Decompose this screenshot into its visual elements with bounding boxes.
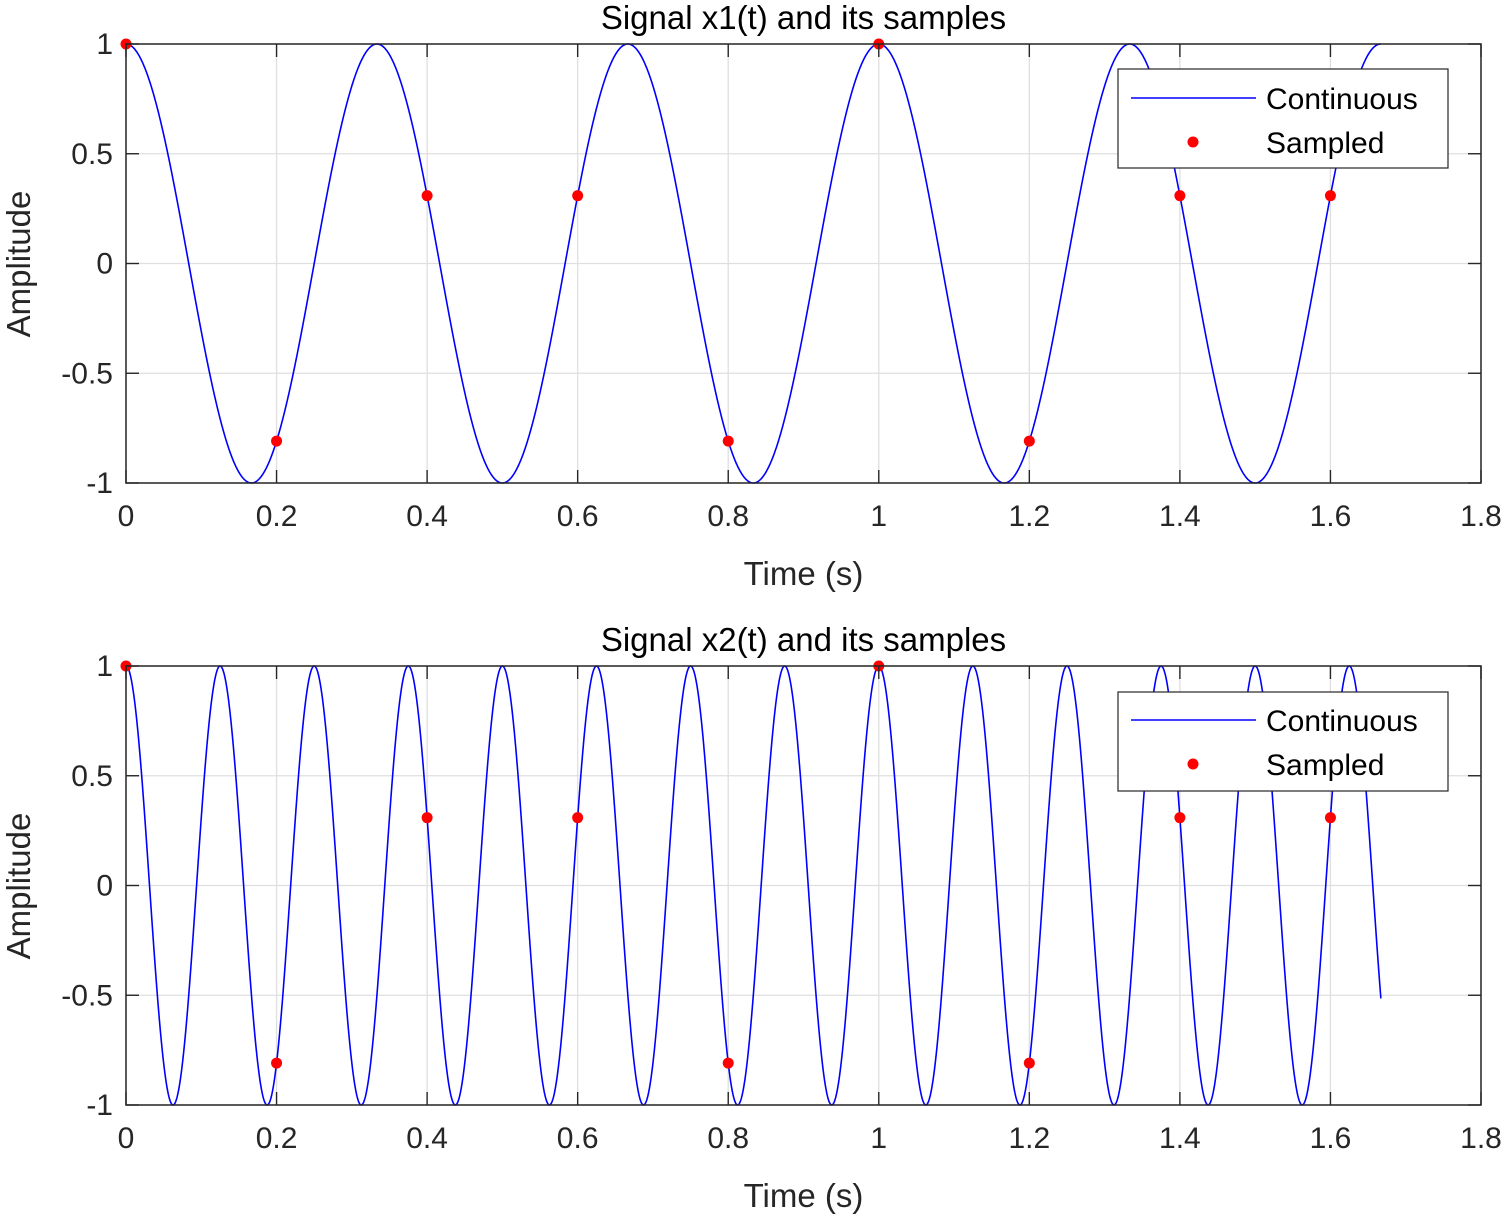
x-tick-label: 1.2	[1008, 500, 1050, 533]
legend-entry-continuous: Continuous	[1266, 83, 1418, 116]
x-axis-label: Time (s)	[744, 1177, 864, 1214]
x-tick-label: 1.6	[1310, 1122, 1352, 1155]
y-tick-label: 1	[96, 650, 113, 683]
legend: Continuous Sampled	[1117, 68, 1449, 169]
y-axis-label: Amplitude	[0, 191, 37, 338]
x-tick-label: 0.6	[557, 500, 599, 533]
x-tick-label: 0.2	[256, 500, 298, 533]
y-tick-labels: -1 -0.5 0 0.5 1	[61, 28, 113, 500]
x-tick-label: 1.4	[1159, 500, 1201, 533]
sample-point	[1174, 812, 1186, 824]
x-tick-label: 0.8	[707, 1122, 749, 1155]
y-tick-label: 0	[96, 870, 113, 903]
legend-entry-sampled: Sampled	[1266, 127, 1384, 160]
x-axis-label: Time (s)	[744, 555, 864, 592]
y-tick-label: 1	[96, 28, 113, 61]
subplot-1: 0 0.2 0.4 0.6 0.8 1 1.2 1.4 1.6 1.8 -1 -0.5 0 0.5 1 S…	[0, 0, 1502, 592]
legend-box	[1117, 691, 1449, 792]
y-tick-label: 0.5	[71, 138, 113, 171]
sample-point	[421, 190, 433, 202]
y-tick-label: -1	[86, 1089, 113, 1122]
sample-point	[1023, 435, 1035, 447]
sample-point	[572, 812, 584, 824]
sample-point	[722, 1057, 734, 1069]
x-tick-label: 0	[118, 1122, 135, 1155]
legend-box	[1117, 68, 1449, 169]
legend: Continuous Sampled	[1117, 691, 1449, 792]
chart-title: Signal x1(t) and its samples	[601, 0, 1006, 36]
x-tick-label: 1	[870, 1122, 887, 1155]
sample-point	[1324, 190, 1336, 202]
x-tick-label: 1.8	[1460, 1122, 1502, 1155]
y-tick-label: -0.5	[61, 357, 113, 390]
x-tick-label: 0.4	[406, 500, 448, 533]
x-tick-label: 1	[870, 500, 887, 533]
y-tick-label: -1	[86, 467, 113, 500]
sample-point	[722, 435, 734, 447]
legend-marker-swatch	[1187, 136, 1199, 148]
sample-point	[1174, 190, 1186, 202]
sample-point	[572, 190, 584, 202]
x-tick-label: 1.8	[1460, 500, 1502, 533]
x-tick-labels: 0 0.2 0.4 0.6 0.8 1 1.2 1.4 1.6 1.8	[118, 500, 1502, 533]
x-tick-label: 0	[118, 500, 135, 533]
y-tick-label: 0.5	[71, 760, 113, 793]
sample-point	[1324, 812, 1336, 824]
legend-marker-swatch	[1187, 758, 1199, 770]
sample-point	[271, 1057, 283, 1069]
x-tick-label: 1.6	[1310, 500, 1352, 533]
y-axis-label: Amplitude	[0, 813, 37, 960]
y-tick-label: 0	[96, 248, 113, 281]
tick-marks	[125, 665, 1482, 1106]
chart-title: Signal x2(t) and its samples	[601, 621, 1006, 658]
subplot-2: 0 0.2 0.4 0.6 0.8 1 1.2 1.4 1.6 1.8 -1 -0.5 0 0.5 1 S…	[0, 621, 1502, 1214]
y-tick-label: -0.5	[61, 979, 113, 1012]
x-tick-label: 1.4	[1159, 1122, 1201, 1155]
legend-entry-sampled: Sampled	[1266, 749, 1384, 782]
x-tick-labels: 0 0.2 0.4 0.6 0.8 1 1.2 1.4 1.6 1.8	[118, 1122, 1502, 1155]
sample-point	[271, 435, 283, 447]
y-tick-labels: -1 -0.5 0 0.5 1	[61, 650, 113, 1122]
sample-point	[421, 812, 433, 824]
x-tick-label: 0.8	[707, 500, 749, 533]
legend-entry-continuous: Continuous	[1266, 705, 1418, 738]
x-tick-label: 0.2	[256, 1122, 298, 1155]
x-tick-label: 0.4	[406, 1122, 448, 1155]
tick-marks	[125, 43, 1482, 484]
x-tick-label: 1.2	[1008, 1122, 1050, 1155]
x-tick-label: 0.6	[557, 1122, 599, 1155]
sample-point	[1023, 1057, 1035, 1069]
